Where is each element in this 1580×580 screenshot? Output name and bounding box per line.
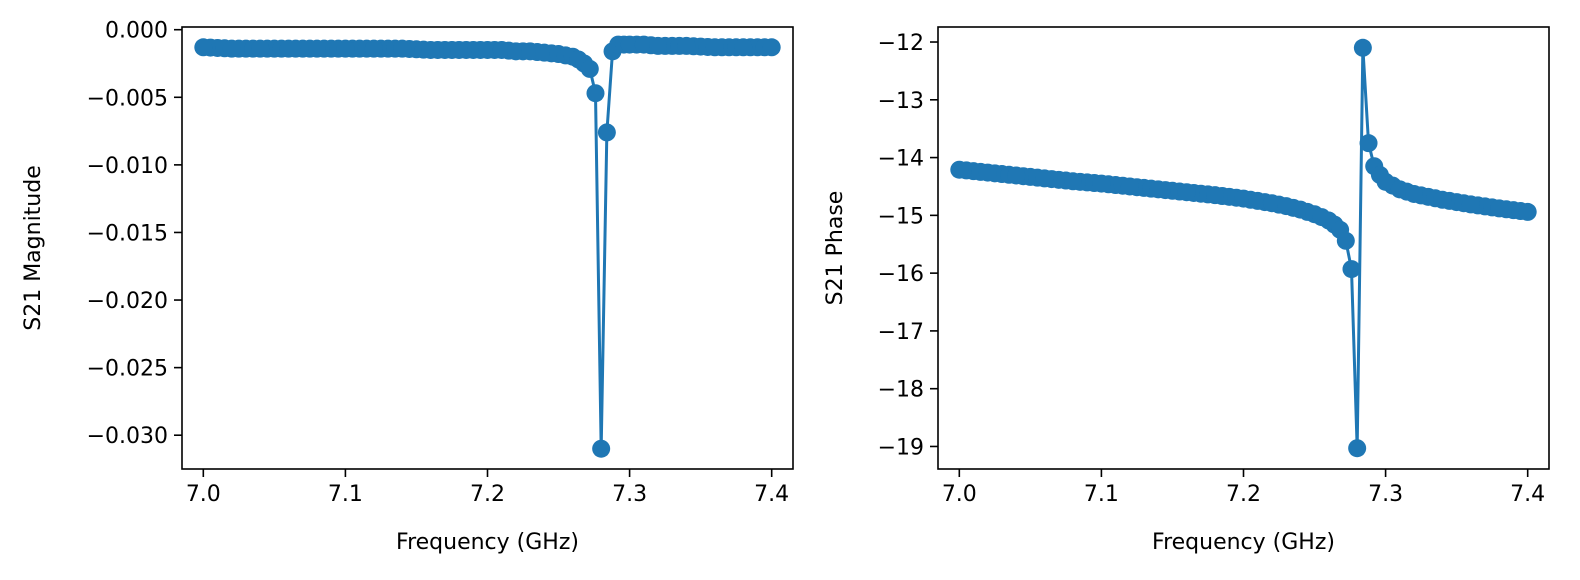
left-y-axis-label: S21 Magnitude	[21, 165, 46, 331]
right-data-point	[1007, 166, 1026, 185]
left-x-tick-label: 7.3	[612, 482, 647, 507]
left-y-tick-label: −0.015	[87, 221, 168, 246]
left-data-point	[393, 39, 412, 58]
left-x-tick-label: 7.0	[186, 482, 221, 507]
left-y-tick-label: 0.000	[105, 19, 168, 44]
left-data-point	[535, 43, 554, 62]
right-data-point	[950, 160, 969, 179]
right-data-point	[1336, 231, 1355, 250]
right-data-point	[1518, 202, 1537, 221]
right-data-point	[1177, 183, 1196, 202]
right-data-point	[1234, 189, 1253, 208]
right-data-point	[1092, 174, 1111, 193]
right-y-tick-label: −18	[878, 378, 924, 403]
left-data-point	[521, 42, 540, 61]
right-data-point	[1149, 180, 1168, 199]
right-x-tick-label: 7.0	[942, 482, 977, 507]
left-data-point	[620, 35, 639, 54]
right-data-point	[1390, 180, 1409, 199]
right-data-point	[1461, 195, 1480, 214]
right-data-point	[1353, 38, 1372, 57]
left-data-point	[364, 39, 383, 58]
right-data-point	[1490, 199, 1509, 218]
right-y-tick-label: −15	[878, 204, 924, 229]
left-data-point	[592, 439, 611, 458]
right-y-axis-label: S21 Phase	[823, 191, 848, 306]
left-y-tick-label: −0.020	[87, 289, 168, 314]
right-data-point	[1348, 439, 1367, 458]
left-data-point	[478, 40, 497, 59]
right-data-point	[1405, 184, 1424, 203]
right-y-tick-label: −12	[878, 31, 924, 56]
right-y-tick-label: −17	[878, 320, 924, 345]
left-data-point	[279, 39, 298, 58]
right-x-tick-label: 7.1	[1084, 482, 1119, 507]
right-data-point	[1277, 197, 1296, 216]
right-y-tick-label: −14	[878, 147, 924, 172]
left-data-point	[705, 38, 724, 57]
left-y-tick-label: −0.025	[87, 357, 168, 382]
right-data-point	[1120, 177, 1139, 196]
right-axes-frame	[937, 26, 1550, 470]
left-data-point	[222, 39, 241, 58]
left-chart: 7.0 7.1 7.2 7.3 7.4 0.000 −0.005 −0.010 −0.015 −0…	[21, 19, 794, 555]
right-x-tick-label: 7.4	[1510, 482, 1545, 507]
left-x-axis-label: Frequency (GHz)	[396, 530, 579, 555]
right-series-markers	[950, 38, 1537, 458]
left-data-point	[762, 38, 781, 57]
left-y-tick-label: −0.030	[87, 424, 168, 449]
left-y-tick-label: −0.010	[87, 154, 168, 179]
left-data-point	[421, 40, 440, 59]
right-data-point	[1206, 186, 1225, 205]
right-x-tick-label: 7.2	[1226, 482, 1261, 507]
left-data-point	[506, 42, 525, 61]
left-series-markers	[194, 35, 781, 458]
left-data-point	[649, 36, 668, 55]
right-y-tick-label: −19	[878, 435, 924, 460]
right-data-point	[1433, 190, 1452, 209]
left-data-point	[734, 38, 753, 57]
right-data-point	[1248, 191, 1267, 210]
left-data-point	[194, 38, 213, 57]
right-data-point	[1262, 194, 1281, 213]
left-data-point	[586, 84, 605, 103]
right-data-point	[978, 163, 997, 182]
left-data-point	[492, 40, 511, 59]
right-y-tick-label: −13	[878, 89, 924, 114]
left-data-point	[251, 39, 270, 58]
right-data-point	[1359, 134, 1378, 153]
left-data-point	[597, 123, 616, 142]
right-x-tick-label: 7.3	[1368, 482, 1403, 507]
left-data-point	[336, 39, 355, 58]
right-data-point	[1035, 169, 1054, 188]
right-data-point	[1342, 260, 1361, 279]
left-series-line	[203, 43, 772, 449]
left-data-point	[580, 59, 599, 78]
left-data-point	[634, 35, 653, 54]
right-series-line	[959, 47, 1528, 449]
right-x-axis-label: Frequency (GHz)	[1152, 530, 1335, 555]
left-x-tick-label: 7.4	[754, 482, 789, 507]
left-data-point	[677, 36, 696, 55]
left-axes-frame	[181, 26, 794, 470]
left-x-tick-label: 7.1	[328, 482, 363, 507]
right-data-point	[1291, 200, 1310, 219]
right-data-point	[1063, 172, 1082, 191]
left-data-point	[450, 40, 469, 59]
right-chart: 7.0 7.1 7.2 7.3 7.4 −12 −13 −14 −15 −16 −17 −18 −19 F…	[823, 26, 1550, 555]
right-y-tick-label: −16	[878, 262, 924, 287]
right-data-point	[1376, 172, 1395, 191]
left-y-tick-label: −0.005	[87, 86, 168, 111]
left-data-point	[307, 39, 326, 58]
left-x-tick-label: 7.2	[470, 482, 505, 507]
